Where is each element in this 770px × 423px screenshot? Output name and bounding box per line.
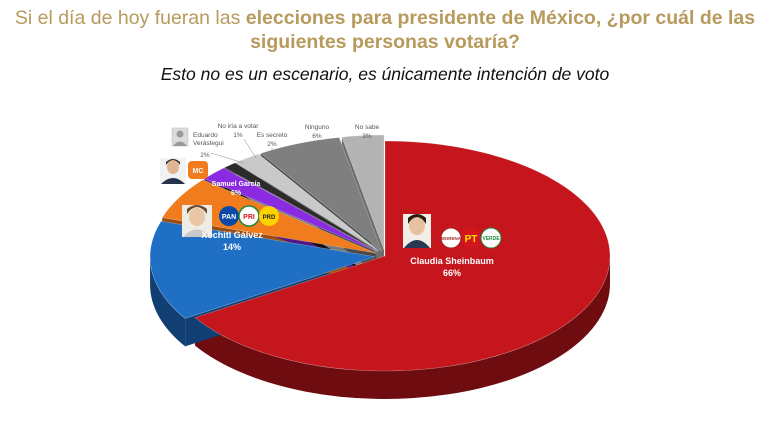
slice-label-verastegui: Eduardo Verástegui 2% <box>171 127 245 164</box>
label-garcia-name: Samuel García <box>212 181 261 188</box>
galvez-photo <box>182 205 212 237</box>
pri-logo: PRI <box>238 205 260 227</box>
chart-subtitle: Esto no es un escenario, es únicamente i… <box>160 64 610 84</box>
svg-text:PRD: PRD <box>263 215 276 221</box>
label-verastegui-name: Eduardo Verástegui <box>193 132 224 147</box>
svg-text:MC: MC <box>193 168 204 175</box>
svg-text:VERDE: VERDE <box>482 236 500 242</box>
label-garcia-value: 6% <box>231 190 242 197</box>
label-galvez-value: 14% <box>223 242 241 252</box>
slice-label-no-votaria: No iría a votar 1% <box>218 123 260 159</box>
label-no-sabe-name: No sabe <box>355 124 380 131</box>
slice-label-galvez: PAN PRI PRD Xóchitl Gálvez 14% <box>182 205 279 252</box>
pie-side-sheinbaum <box>195 256 610 399</box>
sheinbaum-photo <box>403 214 431 248</box>
svg-text:PRI: PRI <box>243 214 255 221</box>
pan-logo: PAN <box>219 206 239 226</box>
leader-no-votaria <box>243 138 257 159</box>
label-no-sabe-value: 3% <box>362 133 372 140</box>
label-verastegui-last: Verástegui <box>193 140 224 147</box>
slice-label-secreto: Es secreto 2% <box>257 132 288 154</box>
title-bold: elecciones para presidente de México, ¿p… <box>245 7 756 53</box>
morena-logo: MORENA <box>440 227 462 249</box>
chart-title: Si el día de hoy fueran las elecciones p… <box>0 6 770 54</box>
label-galvez-name: Xóchitl Gálvez <box>201 230 263 240</box>
pie-side-galvez <box>150 256 186 347</box>
label-sheinbaum-value: 66% <box>443 268 461 278</box>
svg-text:PT: PT <box>465 234 478 245</box>
leader-verastegui <box>210 152 245 164</box>
label-verastegui-first: Eduardo <box>193 132 218 139</box>
slice-label-garcia: MC Samuel García 6% <box>160 158 260 197</box>
svg-text:MORENA: MORENA <box>441 236 462 241</box>
label-no-votaria-name: No iría a votar <box>218 123 260 130</box>
label-ninguno-value: 6% <box>312 133 322 140</box>
verastegui-photo <box>171 127 189 147</box>
mc-logo: MC <box>188 161 208 179</box>
slice-label-ninguno: Ninguno 6% <box>305 124 330 140</box>
pie-slice-galvez <box>149 220 376 319</box>
label-verastegui-value: 2% <box>200 152 210 159</box>
slice-label-sheinbaum: MORENA PT VERDE Claudia Sheinbaum 66% <box>403 214 502 278</box>
pie-slice-ninguno <box>260 137 382 252</box>
garcia-photo <box>160 158 186 184</box>
pie-tops <box>149 134 611 372</box>
svg-text:PAN: PAN <box>222 214 236 221</box>
label-secreto-name: Es secreto <box>257 132 288 139</box>
pie-slice-secreto <box>235 153 380 252</box>
label-secreto-value: 2% <box>267 141 277 148</box>
label-sheinbaum-name: Claudia Sheinbaum <box>410 256 494 266</box>
pie-slice-no-sabe <box>341 134 385 251</box>
pt-logo: PT <box>461 228 481 248</box>
label-no-votaria-value: 1% <box>233 132 243 139</box>
slice-label-no-sabe: No sabe 3% <box>355 124 380 140</box>
pvem-logo: VERDE <box>480 227 502 249</box>
pie-slice-no-votaria <box>223 162 379 252</box>
label-ninguno-name: Ninguno <box>305 124 330 131</box>
prd-logo: PRD <box>259 206 279 226</box>
pie-slice-sheinbaum <box>194 140 611 372</box>
title-regular: Si el día de hoy fueran las <box>14 7 246 29</box>
